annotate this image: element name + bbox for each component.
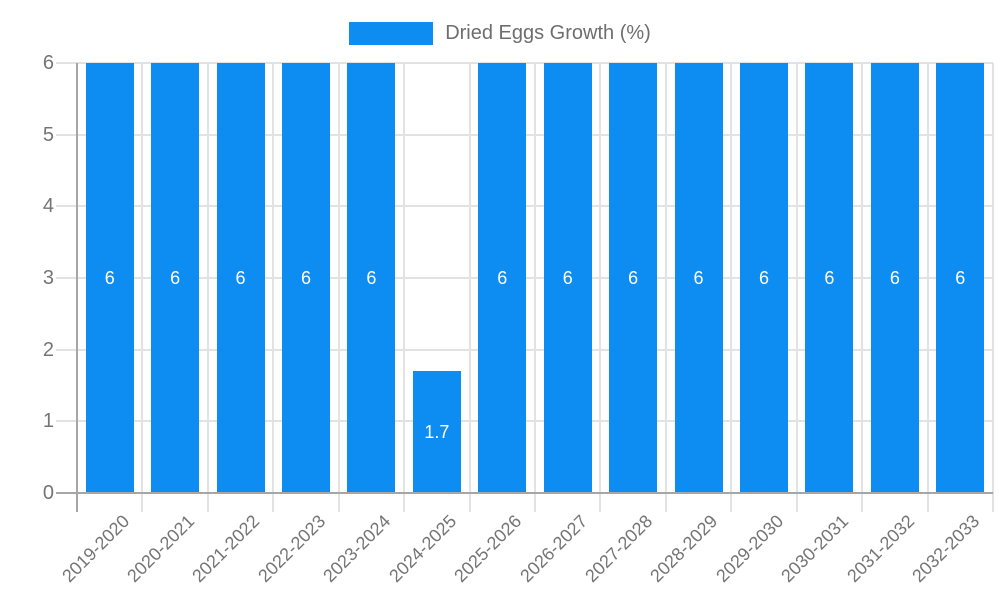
x-gridline [206,63,209,493]
x-tick [992,493,994,512]
x-tick [534,493,536,512]
x-category-label: 2023-2024 [319,511,395,587]
x-gridline [861,63,864,493]
y-tick-label: 6 [42,52,54,74]
x-gridline [992,63,994,493]
bar-2026-2027[interactable] [543,63,592,493]
x-category-label: 2027-2028 [581,511,657,587]
x-category-label: 2024-2025 [384,511,461,587]
y-axis-line [76,63,78,512]
x-tick [599,493,602,512]
bar-2031-2032[interactable] [870,63,919,493]
x-category-label: 2025-2026 [450,511,526,587]
x-axis-line [56,492,993,494]
bar-2029-2030[interactable] [740,63,788,493]
y-tick-label: 5 [42,123,54,146]
x-gridline [926,63,929,493]
x-tick [664,493,667,512]
bar-2019-2020[interactable] [85,63,134,493]
x-gridline [795,63,798,493]
x-tick [206,493,209,512]
y-tick-label: 3 [42,267,54,289]
bar-2024-2025[interactable] [412,371,461,493]
bar-value-label: 6 [889,268,900,288]
legend-color-swatch [349,21,434,45]
chart-legend[interactable]: Dried Eggs Growth (%) [0,20,1000,46]
bar-value-label: 6 [693,268,704,288]
x-tick [468,493,471,512]
bar-2020-2021[interactable] [151,63,200,493]
y-tick-label: 2 [42,338,54,361]
x-tick [141,493,144,512]
bar-value-label: 6 [955,268,966,288]
bar-value-label: 6 [235,268,246,288]
x-gridline [730,63,733,493]
x-gridline [272,63,275,493]
x-category-label: 2029-2030 [712,511,788,587]
x-gridline [403,63,406,493]
x-gridline [468,63,471,493]
bar-value-label: 6 [824,268,835,288]
x-category-label: 2028-2029 [646,511,722,587]
bar-value-label: 6 [497,268,508,288]
bar-2032-2033[interactable] [936,63,985,493]
x-gridline [664,63,667,493]
bar-2021-2022[interactable] [216,63,265,493]
x-tick [337,493,340,512]
bar-value-label: 6 [366,268,377,288]
x-gridline [141,63,144,493]
y-tick-label: 0 [42,482,54,504]
bar-value-label: 6 [562,268,573,288]
bar-value-label: 6 [300,268,311,288]
x-category-label: 2032-2033 [908,511,984,587]
x-gridline [337,63,340,493]
x-gridline [534,63,536,493]
bar-2022-2023[interactable] [282,63,330,493]
x-category-label: 2030-2031 [777,511,853,587]
x-tick [795,493,798,512]
y-tick-label: 4 [42,195,54,218]
x-gridline [599,63,602,493]
x-tick [730,493,733,512]
bar-value-label: 1.7 [424,422,450,443]
bar-value-label: 6 [104,268,115,288]
x-category-label: 2021-2022 [188,511,264,587]
x-category-label: 2022-2023 [254,511,330,587]
bar-value-label: 6 [170,268,181,288]
bar-value-label: 6 [628,268,639,288]
bar-2025-2026[interactable] [478,63,527,493]
bar-2028-2029[interactable] [674,63,723,493]
x-tick [403,493,406,512]
x-category-label: 2026-2027 [515,511,591,587]
y-tick-label: 1 [42,410,54,433]
bar-2027-2028[interactable] [609,63,658,493]
x-tick [861,493,864,512]
x-category-label: 2019-2020 [57,511,133,587]
x-category-label: 2020-2021 [123,511,199,587]
bar-2023-2024[interactable] [347,63,396,493]
bar-2030-2031[interactable] [805,63,854,493]
bar-value-label: 6 [758,268,769,288]
legend-label: Dried Eggs Growth (%) [445,21,651,44]
x-tick [272,493,275,512]
x-tick [926,493,929,512]
x-category-label: 2031-2032 [842,511,919,587]
